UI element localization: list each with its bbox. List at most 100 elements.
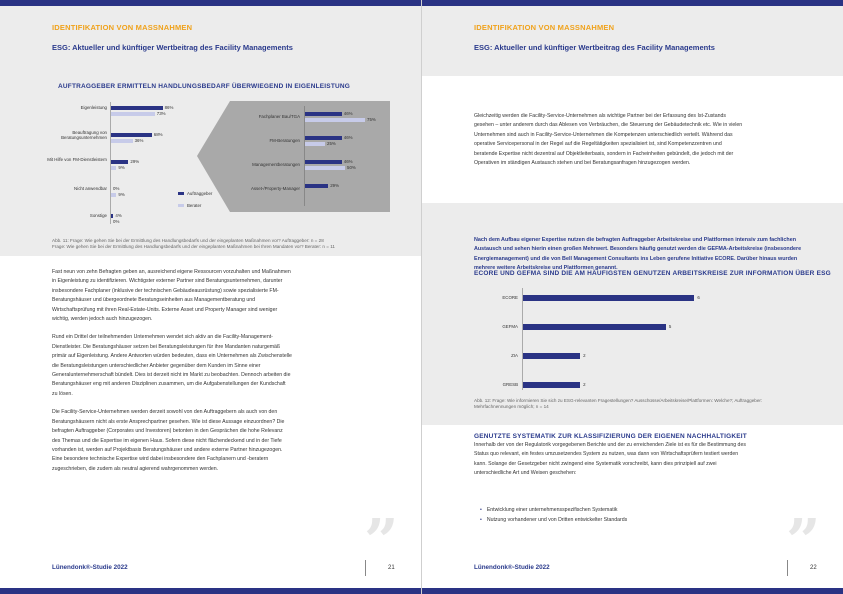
category-label: GEFMA <box>502 324 518 329</box>
bottom-bar <box>0 588 421 594</box>
chart-heading: ECORE UND GEFMA SIND DIE AM HÄUFIGSTEN G… <box>474 270 831 277</box>
data-label: 29% <box>130 159 140 164</box>
section-subtitle: ESG: Aktueller und künftiger Wertbeitrag… <box>474 43 715 52</box>
footer-brand: Lünendonk®-Studie 2022 <box>474 564 550 571</box>
bullet-list: Entwicklung einer unternehmensspezifisch… <box>480 505 627 525</box>
left-page: IDENTIFIKATION VON MASSNAHMEN ESG: Aktue… <box>0 0 421 594</box>
data-label: 46% <box>343 159 353 164</box>
quote-mark-icon: ” <box>364 507 399 577</box>
data-label: 73% <box>156 111 166 116</box>
zoom-connector <box>197 101 230 212</box>
data-label: 6 <box>697 295 700 300</box>
category-label: ECORE <box>502 295 518 300</box>
category-label: Beauftragung von Beratungsunternehmen <box>61 130 107 140</box>
bar <box>523 353 581 359</box>
data-label: 9% <box>118 192 125 197</box>
category-label: Sonstige <box>89 213 107 218</box>
bar-auftraggeber <box>305 160 342 164</box>
category-label: Managementberatungen <box>252 162 300 167</box>
data-label: 25% <box>327 141 336 146</box>
bar-auftraggeber <box>305 136 342 140</box>
highlight-text: Nach dem Aufbau eigener Expertise nutzen… <box>474 237 802 272</box>
bar-auftraggeber <box>111 214 114 218</box>
footer-brand: Lünendonk®-Studie 2022 <box>52 564 128 571</box>
bar-auftraggeber <box>111 133 152 137</box>
section-title: IDENTIFIKATION VON MASSNAHMEN <box>52 23 193 32</box>
data-label: 2 <box>583 382 586 387</box>
chart-axis <box>522 288 523 390</box>
bar-berater <box>111 112 155 116</box>
data-label: 5 <box>668 324 672 329</box>
legend-swatch <box>178 192 184 195</box>
chart-caption-line-2: Mehrfachnennungen möglich; n = 14 <box>474 404 549 409</box>
footer-divider <box>787 560 788 576</box>
page-number: 22 <box>810 565 817 571</box>
body-paragraph: Innerhalb der von der Regulatorik vorgeg… <box>474 442 746 477</box>
category-label: Nicht anwendbar <box>74 186 107 191</box>
data-label: 2 <box>583 353 586 358</box>
highlight-panel <box>422 203 843 425</box>
data-label: 0% <box>113 186 120 191</box>
data-label: 75% <box>367 117 376 122</box>
category-label: Asset-/Property-Manager <box>250 186 300 191</box>
right-page: IDENTIFIKATION VON MASSNAHMEN ESG: Aktue… <box>422 0 843 594</box>
chart-caption-line-2: Frage: Wie gehen Sie bei der Ermittlung … <box>52 244 335 249</box>
bar-berater <box>111 166 117 170</box>
legend-item-berater: Berater <box>178 203 201 208</box>
legend-label: Berater <box>187 203 202 208</box>
category-label: ZIA <box>511 353 518 358</box>
section-subtitle: ESG: Aktueller und künftiger Wertbeitrag… <box>52 43 293 52</box>
paragraph: Rund ein Drittel der teilnehmenden Unter… <box>52 334 292 397</box>
category-label: FM-Beratungen <box>269 138 300 143</box>
bar-auftraggeber <box>111 160 129 164</box>
bar <box>523 295 695 301</box>
legend-swatch <box>178 204 184 207</box>
data-label: 9% <box>118 165 125 170</box>
legend-label: Auftraggeber <box>187 191 213 196</box>
legend-item-auftraggeber: Auftraggeber <box>178 191 212 196</box>
top-bar <box>422 0 843 6</box>
bar-auftraggeber <box>305 184 329 188</box>
data-label: 29% <box>330 183 339 188</box>
section-title: IDENTIFIKATION VON MASSNAHMEN <box>474 23 615 32</box>
category-label: Fachplaner Bau/TGA <box>258 114 300 119</box>
quote-mark-icon: ” <box>786 507 821 577</box>
data-label: 4% <box>115 213 122 218</box>
category-label: GRESB <box>502 382 518 387</box>
chart-axis <box>304 106 305 206</box>
book-spine <box>421 0 422 594</box>
category-label: Mit Hilfe von FM-Dienstleistern <box>47 157 107 162</box>
page-number: 21 <box>388 565 395 571</box>
data-label: 50% <box>347 165 356 170</box>
chart-caption-line-1: Abb. 12: Frage: Wie informieren Sie sich… <box>474 398 763 403</box>
data-label: 46% <box>343 135 353 140</box>
paragraph: Fast neun von zehn Befragten geben an, a… <box>52 269 291 323</box>
bottom-bar <box>422 588 843 594</box>
list-item: Nutzung vorhandener und von Dritten entw… <box>480 515 627 525</box>
bar-berater <box>111 193 117 197</box>
bar-auftraggeber <box>111 106 163 110</box>
page-header <box>422 6 843 76</box>
bar-berater <box>305 118 365 122</box>
paragraph: Die Facility-Service-Unternehmen werden … <box>52 409 285 472</box>
body-text: Fast neun von zehn Befragten geben an, a… <box>52 268 292 483</box>
data-label: 36% <box>134 138 144 143</box>
bar-berater <box>111 139 133 143</box>
chart-axis <box>110 102 111 224</box>
intro-paragraph: Gleichzeitig werden die Facility-Service… <box>474 113 743 167</box>
data-label: 46% <box>343 111 353 116</box>
data-label: 86% <box>164 105 174 110</box>
category-label: Eigenleistung <box>80 105 107 110</box>
sub-heading: GENUTZTE SYSTEMATIK ZUR KLASSIFIZIERUNG … <box>474 433 747 440</box>
top-bar <box>0 0 421 6</box>
page-header <box>0 6 421 76</box>
chart-caption-line-1: Abb. 11: Frage: Wie gehen Sie bei der Er… <box>52 238 324 243</box>
footer-divider <box>365 560 366 576</box>
bar-auftraggeber <box>305 112 342 116</box>
bar-berater <box>305 142 325 146</box>
chart-heading: AUFTRAGGEBER ERMITTELN HANDLUNGSBEDARF Ü… <box>58 83 351 90</box>
data-label: 0% <box>113 219 120 224</box>
bar <box>523 382 581 388</box>
bar <box>523 324 666 330</box>
bar-berater <box>305 166 345 170</box>
